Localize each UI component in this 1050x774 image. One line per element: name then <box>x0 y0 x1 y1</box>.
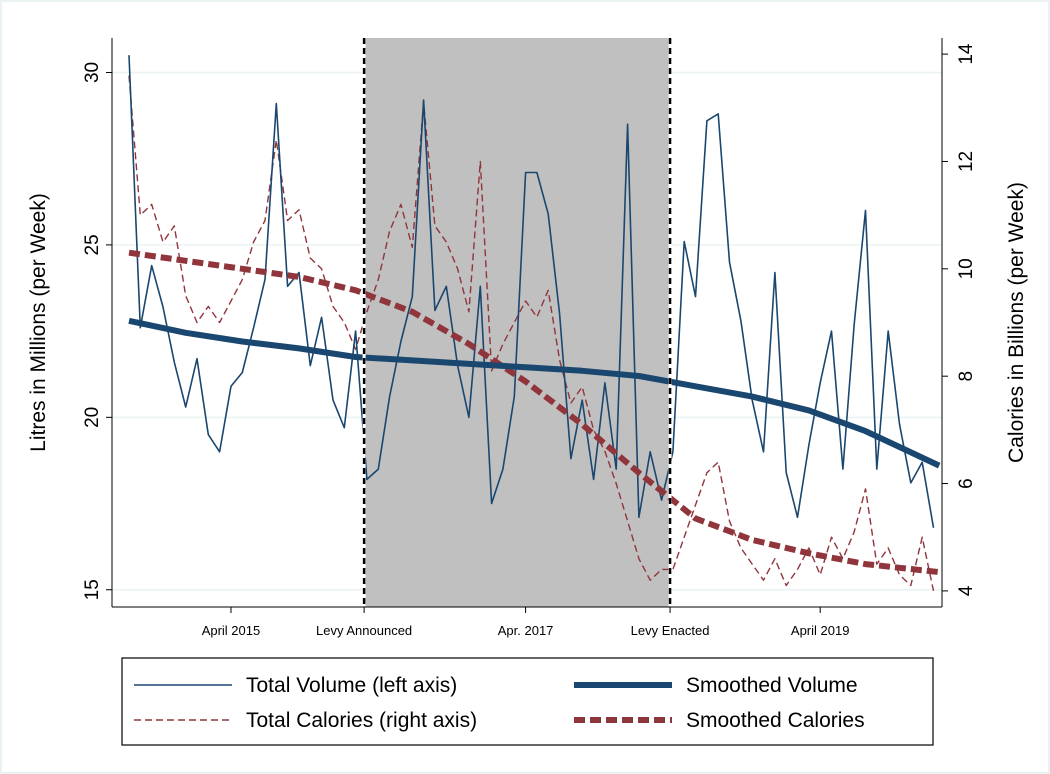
y2-tick-label: 10 <box>956 258 977 279</box>
x-tick-label: Levy Announced <box>316 623 412 638</box>
legend-label: Smoothed Volume <box>686 674 858 697</box>
series-line <box>128 317 941 469</box>
legend-label: Total Calories (right axis) <box>246 709 477 732</box>
y2-axis-title: Calories in Billions (per Week) <box>1005 182 1028 463</box>
y-axis-title: Litres in Millions (per Week) <box>27 193 50 452</box>
x-tick-label: April 2019 <box>791 623 850 638</box>
y-tick-label: 20 <box>82 407 103 428</box>
y2-tick-label: 12 <box>956 151 977 172</box>
legend-label: Smoothed Calories <box>686 709 865 732</box>
y-tick-label: 15 <box>82 579 103 600</box>
y-tick-label: 30 <box>82 62 103 83</box>
legend-box <box>121 657 934 746</box>
legend-label: Total Volume (left axis) <box>246 674 457 697</box>
series-line <box>128 249 940 576</box>
y2-tick-label: 14 <box>956 43 977 65</box>
shaded-span <box>364 38 671 607</box>
x-tick-label: Apr. 2017 <box>498 623 554 638</box>
series-line <box>128 55 935 528</box>
y2-tick-label: 6 <box>956 478 977 489</box>
y-tick-label: 25 <box>82 234 103 255</box>
series-line <box>128 75 935 592</box>
y2-tick-label: 4 <box>956 585 977 596</box>
y2-tick-label: 8 <box>956 371 977 382</box>
x-tick-label: April 2015 <box>202 623 261 638</box>
x-tick-label: Levy Enacted <box>631 623 710 638</box>
